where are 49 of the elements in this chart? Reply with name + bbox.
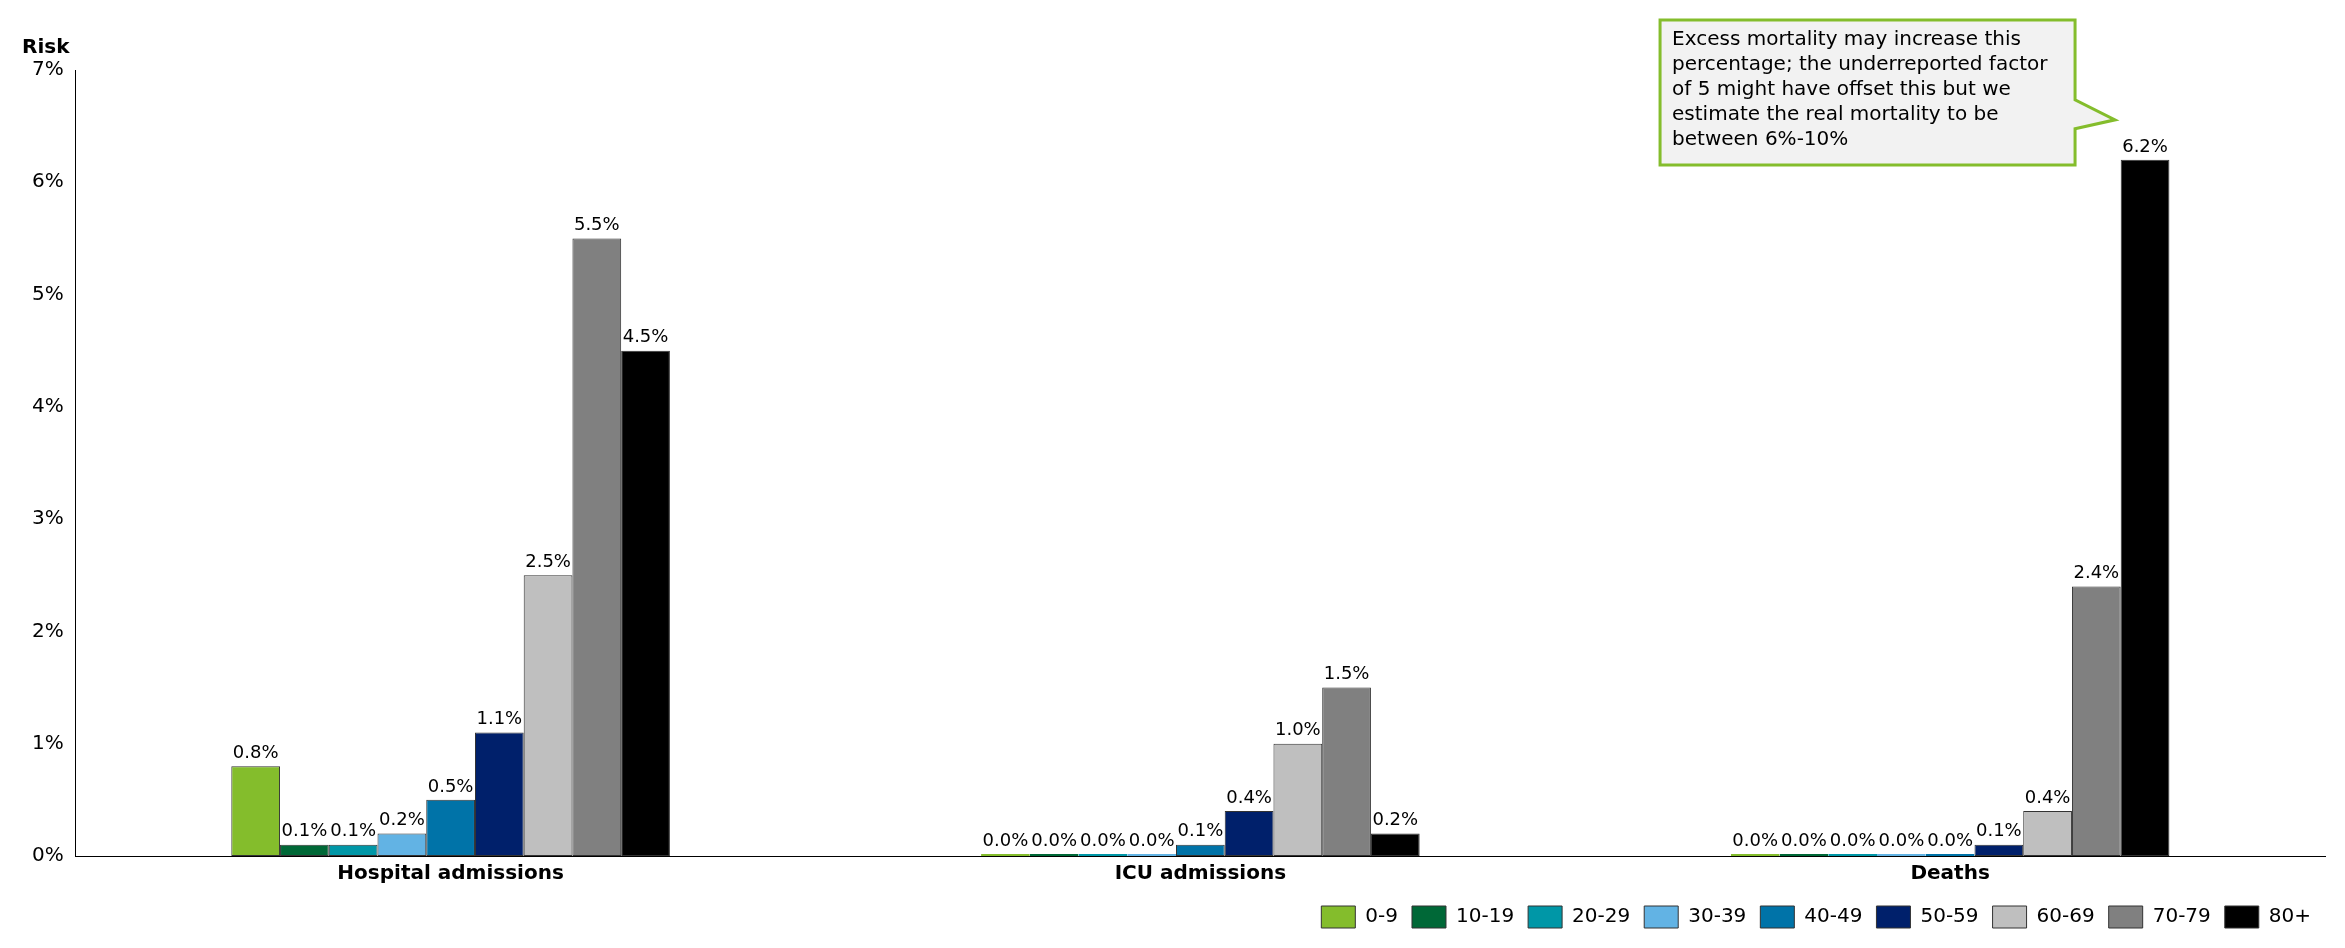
data-label: 1.1%: [476, 707, 523, 729]
data-label: 5.5%: [573, 213, 620, 235]
y-tick-label: 4%: [31, 393, 64, 418]
legend-label: 80+: [2268, 903, 2312, 928]
data-label: 0.0%: [1781, 828, 1827, 850]
y-tick-label: 7%: [31, 56, 64, 81]
x-tick-label: Deaths: [1910, 860, 1990, 885]
data-label: 4.5%: [622, 325, 669, 347]
x-tick-label: ICU admissions: [1114, 860, 1287, 885]
legend-label: 40-49: [1804, 903, 1863, 928]
y-tick-label: 6%: [31, 168, 64, 193]
data-label: 2.5%: [525, 549, 571, 571]
data-label: 0.5%: [427, 774, 474, 796]
data-label: 0.0%: [1878, 828, 1925, 850]
data-label: 0.2%: [1372, 808, 1419, 830]
legend-label: 30-39: [1688, 903, 1747, 928]
data-label: 0.1%: [1975, 819, 2022, 841]
data-label: 0.4%: [1226, 785, 1272, 807]
y-axis-title: Risk: [22, 34, 71, 59]
data-label: 0.4%: [2024, 785, 2071, 807]
data-label: 0.0%: [982, 828, 1029, 850]
legend-label: 50-59: [1920, 903, 1979, 928]
data-label: 0.1%: [1177, 819, 1224, 841]
data-label: 0.0%: [1080, 828, 1126, 850]
data-label: 0.1%: [330, 819, 377, 841]
data-label: 0.0%: [1829, 828, 1876, 850]
data-label: 0.0%: [1927, 828, 1973, 850]
y-tick-label: 5%: [31, 280, 64, 305]
y-tick-label: 1%: [31, 729, 64, 754]
y-tick-label: 2%: [31, 617, 64, 642]
legend-label: 0-9: [1365, 903, 1398, 928]
legend-label: 20-29: [1572, 903, 1631, 928]
data-label: 1.5%: [1323, 662, 1370, 684]
data-label: 1.0%: [1274, 718, 1321, 740]
legend-label: 60-69: [2036, 903, 2095, 928]
data-label: 6.2%: [2122, 134, 2168, 156]
data-label: 0.2%: [379, 808, 425, 830]
legend-label: 70-79: [2152, 903, 2211, 928]
legend-label: 10-19: [1455, 903, 1515, 928]
y-tick-label: 0%: [31, 842, 64, 867]
x-tick-label: Hospital admissions: [337, 860, 564, 885]
annotation: Excess mortality may increase this percentage; the underreported factor of 5 might have offset this but we estimate the real mortality to be between 6%-10%: [1672, 26, 2049, 151]
data-label: 0.1%: [281, 819, 328, 841]
data-label: 0.0%: [1031, 828, 1078, 850]
data-label: 0.8%: [232, 740, 279, 762]
data-label: 2.4%: [2073, 561, 2120, 583]
data-label: 0.0%: [1732, 828, 1779, 850]
y-tick-label: 3%: [31, 505, 64, 530]
data-label: 0.0%: [1128, 828, 1175, 850]
